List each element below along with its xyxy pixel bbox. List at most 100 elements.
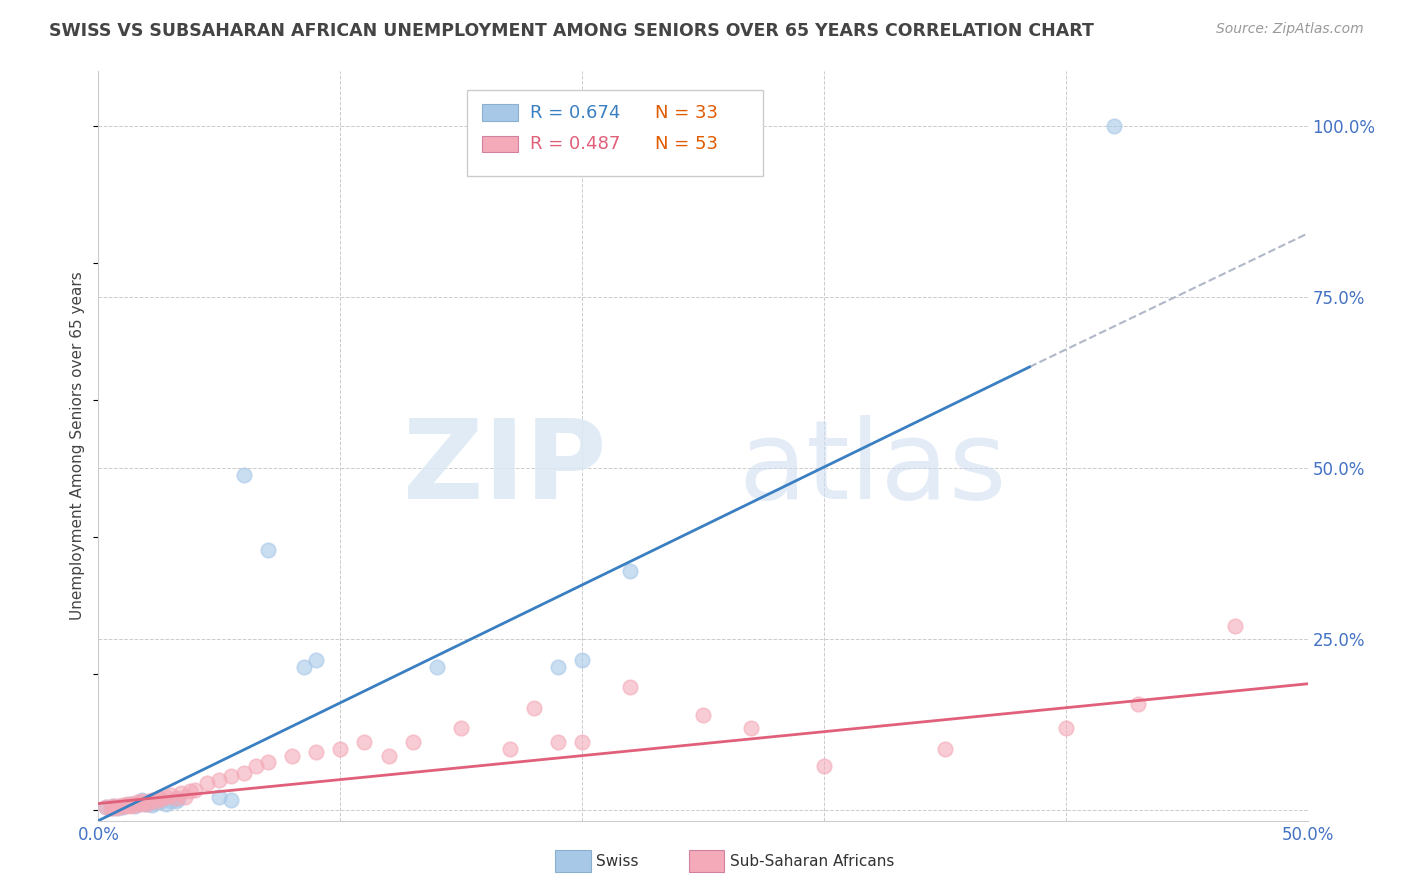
Text: Swiss: Swiss: [596, 855, 638, 869]
Point: [143, 796, 166, 810]
Point: [208, 772, 231, 787]
Point: [547, 735, 569, 749]
Point: [138, 795, 160, 809]
Text: R = 0.487: R = 0.487: [530, 135, 620, 153]
Point: [127, 795, 149, 809]
Point: [155, 797, 177, 811]
Point: [94, 800, 117, 814]
Point: [165, 791, 187, 805]
Point: [547, 659, 569, 673]
FancyBboxPatch shape: [482, 104, 517, 120]
Point: [221, 793, 243, 807]
Point: [169, 786, 191, 800]
Point: [108, 798, 131, 813]
Point: [148, 795, 170, 809]
Point: [104, 800, 127, 814]
Point: [118, 798, 141, 813]
Point: [117, 797, 139, 812]
Point: [101, 799, 124, 814]
Point: [165, 794, 187, 808]
Point: [1223, 618, 1246, 632]
Point: [118, 797, 141, 811]
Point: [117, 797, 139, 812]
Point: [128, 797, 150, 811]
Point: [108, 800, 131, 814]
Point: [100, 801, 122, 815]
Point: [256, 756, 278, 770]
Point: [94, 800, 117, 814]
Text: Sub-Saharan Africans: Sub-Saharan Africans: [730, 855, 894, 869]
Point: [141, 793, 163, 807]
Point: [402, 735, 425, 749]
FancyBboxPatch shape: [467, 90, 763, 177]
Point: [160, 789, 183, 803]
Point: [498, 741, 520, 756]
Point: [150, 792, 173, 806]
Point: [1128, 698, 1150, 712]
Point: [281, 748, 304, 763]
Point: [377, 748, 399, 763]
Point: [740, 721, 762, 735]
Point: [101, 799, 124, 814]
Point: [692, 707, 714, 722]
Point: [232, 468, 254, 483]
Point: [232, 765, 254, 780]
Point: [292, 659, 315, 673]
Point: [571, 653, 593, 667]
Point: [114, 799, 136, 814]
Point: [111, 800, 134, 814]
Point: [128, 795, 150, 809]
Point: [195, 776, 218, 790]
Point: [305, 653, 328, 667]
Point: [571, 735, 593, 749]
Point: [100, 801, 122, 815]
Point: [353, 735, 375, 749]
Point: [155, 789, 177, 804]
Point: [131, 795, 153, 809]
Point: [145, 795, 167, 809]
Text: atlas: atlas: [738, 415, 1007, 522]
Point: [1054, 721, 1077, 735]
Point: [167, 792, 190, 806]
Point: [135, 797, 157, 812]
Point: [148, 791, 170, 805]
Point: [134, 797, 156, 811]
Point: [160, 795, 183, 809]
Point: [121, 797, 143, 811]
Text: N = 53: N = 53: [655, 135, 717, 153]
Point: [329, 741, 352, 756]
Point: [150, 793, 173, 807]
Point: [208, 789, 231, 804]
Point: [124, 799, 146, 814]
Point: [124, 797, 146, 812]
Text: R = 0.674: R = 0.674: [530, 103, 620, 121]
Point: [134, 796, 156, 810]
Point: [426, 659, 449, 673]
Point: [619, 564, 641, 578]
Text: N = 33: N = 33: [655, 103, 717, 121]
Point: [934, 741, 956, 756]
Point: [107, 798, 129, 813]
Point: [107, 800, 129, 814]
Text: SWISS VS SUBSAHARAN AFRICAN UNEMPLOYMENT AMONG SENIORS OVER 65 YEARS CORRELATION: SWISS VS SUBSAHARAN AFRICAN UNEMPLOYMENT…: [49, 22, 1094, 40]
Text: Source: ZipAtlas.com: Source: ZipAtlas.com: [1216, 22, 1364, 37]
FancyBboxPatch shape: [482, 136, 517, 153]
Text: ZIP: ZIP: [404, 415, 606, 522]
Point: [174, 789, 197, 804]
Point: [619, 680, 641, 694]
Point: [111, 797, 134, 812]
Y-axis label: Unemployment Among Seniors over 65 years: Unemployment Among Seniors over 65 years: [70, 272, 86, 620]
Point: [184, 782, 207, 797]
Point: [135, 797, 157, 812]
Point: [179, 784, 201, 798]
Point: [141, 797, 163, 812]
Point: [305, 745, 328, 759]
Point: [245, 759, 267, 773]
Point: [131, 793, 153, 807]
Point: [813, 759, 835, 773]
Point: [450, 721, 472, 735]
Point: [256, 543, 278, 558]
Point: [1102, 119, 1125, 133]
Point: [221, 769, 243, 783]
Point: [523, 700, 546, 714]
